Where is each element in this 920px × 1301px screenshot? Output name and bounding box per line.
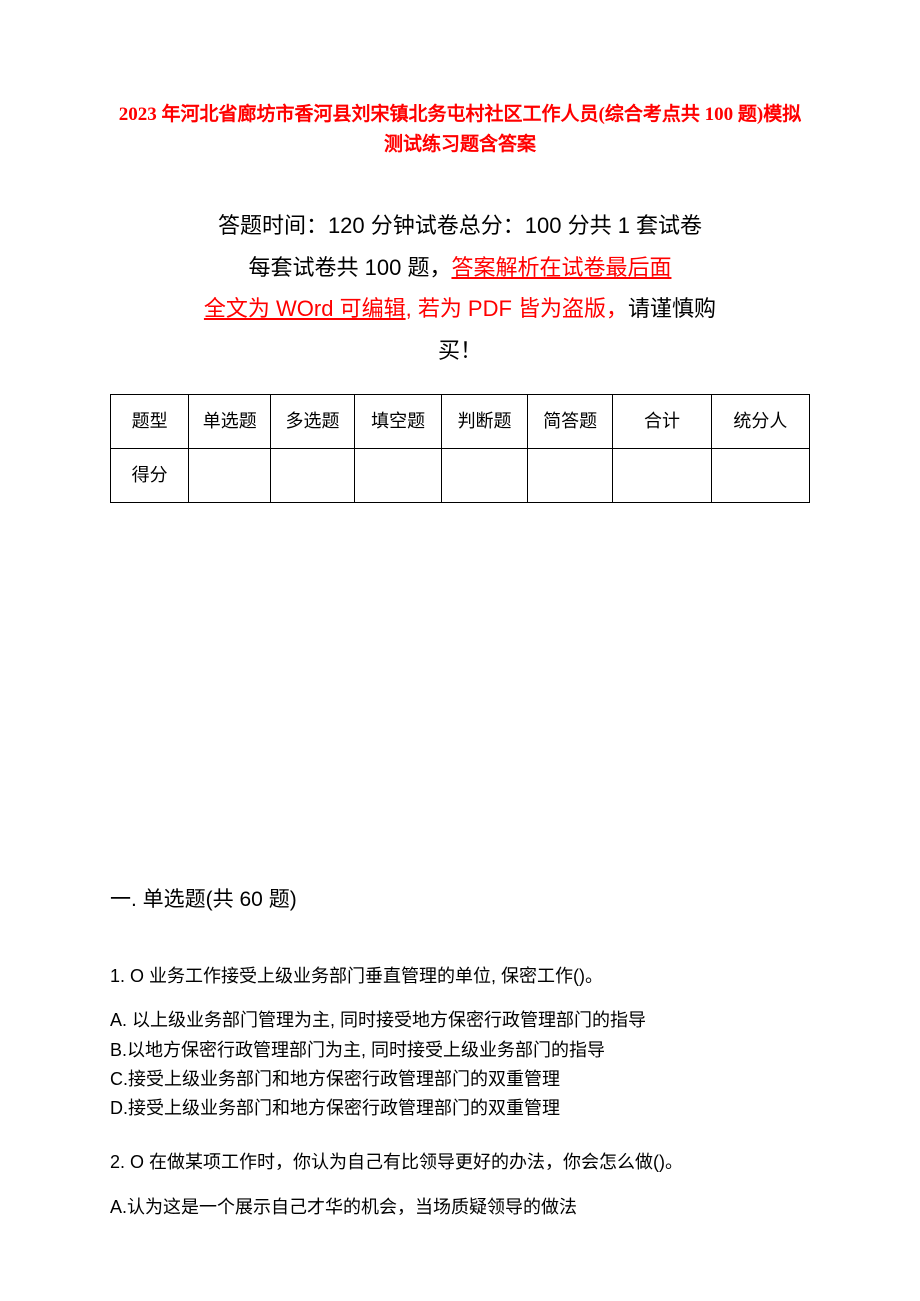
table-header-cell: 题型 xyxy=(111,394,189,448)
table-score-cell xyxy=(442,449,528,503)
exam-meta-line2: 每套试卷共 100 题，答案解析在试卷最后面 xyxy=(110,247,810,289)
table-score-cell xyxy=(189,449,271,503)
q1-option: C.接受上级业务部门和地方保密行政管理部门的双重管理 xyxy=(110,1067,810,1092)
q2-option-a: A.认为这是一个展示自己才华的机会，当场质疑领导的做法 xyxy=(110,1194,810,1221)
question-1: 1. O 业务工作接受上级业务部门垂直管理的单位, 保密工作()。 A. 以上级… xyxy=(110,963,810,1121)
q1-option: B.以地方保密行政管理部门为主, 同时接受上级业务部门的指导 xyxy=(110,1038,810,1063)
q1-option: D.接受上级业务部门和地方保密行政管理部门的双重管理 xyxy=(110,1096,810,1121)
question-2: 2. O 在做某项工作时，你认为自己有比领导更好的办法，你会怎么做()。 A.认… xyxy=(110,1149,810,1221)
exam-meta-line3: 全文为 WOrd 可编辑, 若为 PDF 皆为盗版，请谨慎购 xyxy=(110,288,810,330)
exam-title: 2023 年河北省廊坊市香河县刘宋镇北务屯村社区工作人员(综合考点共 100 题… xyxy=(110,100,810,161)
answer-key-link[interactable]: 答案解析在试卷最后面 xyxy=(451,255,671,280)
q1-option: A. 以上级业务部门管理为主, 同时接受地方保密行政管理部门的指导 xyxy=(110,1008,810,1033)
table-header-cell: 多选题 xyxy=(271,394,355,448)
table-score-cell xyxy=(271,449,355,503)
q2-text: 2. O 在做某项工作时，你认为自己有比领导更好的办法，你会怎么做()。 xyxy=(110,1149,810,1176)
table-header-cell: 统分人 xyxy=(711,394,809,448)
table-score-cell xyxy=(527,449,613,503)
q1-options: A. 以上级业务部门管理为主, 同时接受地方保密行政管理部门的指导 B.以地方保密… xyxy=(110,1008,810,1121)
q1-text: 1. O 业务工作接受上级业务部门垂直管理的单位, 保密工作()。 xyxy=(110,963,810,990)
section1-heading: 一. 单选题(共 60 题) xyxy=(110,883,810,913)
exam-meta-line4: 买！ xyxy=(110,330,810,372)
table-header-cell: 判断题 xyxy=(442,394,528,448)
table-header-cell: 合计 xyxy=(613,394,711,448)
table-header-row: 题型单选题多选题填空题判断题简答题合计统分人 xyxy=(111,394,810,448)
table-header-cell: 简答题 xyxy=(527,394,613,448)
table-header-cell: 填空题 xyxy=(354,394,441,448)
table-score-cell xyxy=(354,449,441,503)
table-header-cell: 单选题 xyxy=(189,394,271,448)
q2-options: A.认为这是一个展示自己才华的机会，当场质疑领导的做法 xyxy=(110,1194,810,1221)
table-row-label: 得分 xyxy=(111,449,189,503)
document-page: 2023 年河北省廊坊市香河县刘宋镇北务屯村社区工作人员(综合考点共 100 题… xyxy=(0,0,920,1301)
table-score-cell xyxy=(613,449,711,503)
line2-prefix: 每套试卷共 100 题， xyxy=(249,255,452,280)
table-score-cell xyxy=(711,449,809,503)
score-table: 题型单选题多选题填空题判断题简答题合计统分人 得分 xyxy=(110,394,810,503)
score-table-wrap: 题型单选题多选题填空题判断题简答题合计统分人 得分 xyxy=(110,394,810,503)
pdf-pirate-note: , 若为 PDF 皆为盗版， xyxy=(406,296,628,321)
exam-meta-line1: 答题时间：120 分钟试卷总分：100 分共 1 套试卷 xyxy=(110,205,810,247)
caution-suffix: 请谨慎购 xyxy=(628,296,716,321)
word-editable-note: 全文为 WOrd 可编辑 xyxy=(204,296,406,321)
table-score-row: 得分 xyxy=(111,449,810,503)
